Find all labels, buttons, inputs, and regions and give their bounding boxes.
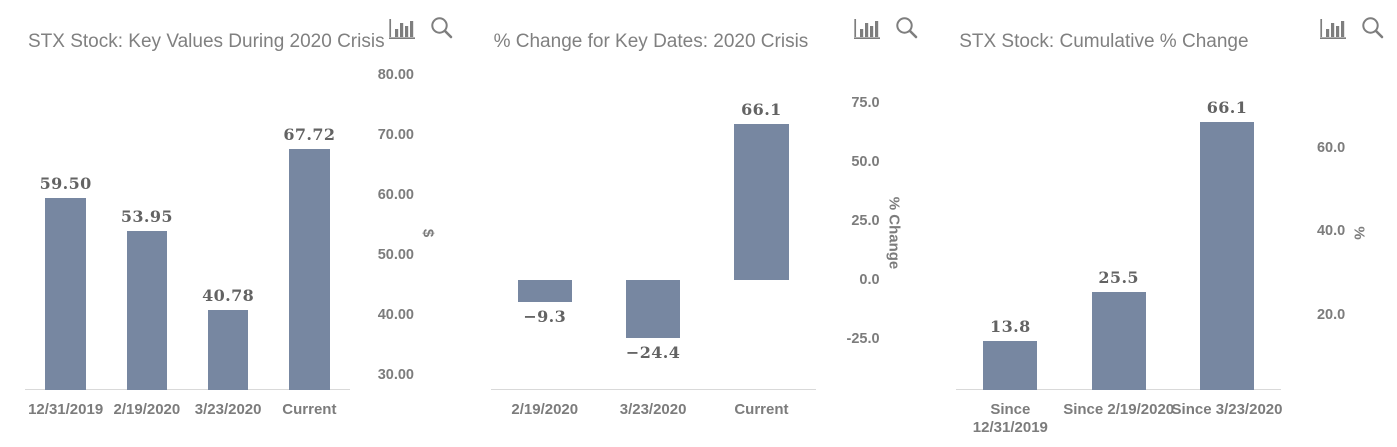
bar-value-label: −24.4 xyxy=(625,342,681,362)
bar xyxy=(983,340,1038,390)
bar-value-label: 25.5 xyxy=(1098,267,1139,287)
bar-chart-icon[interactable] xyxy=(1319,18,1346,40)
bar xyxy=(207,310,249,390)
x-axis-line xyxy=(25,389,350,390)
x-axis-label: Current xyxy=(734,401,789,418)
x-axis-label: 3/23/2020 xyxy=(194,401,262,418)
bar xyxy=(45,198,86,390)
y-axis-tick-label: 40.00 xyxy=(377,307,414,323)
y-axis-tick-label: 50.00 xyxy=(377,247,414,263)
chart-title: % Change for Key Dates: 2020 Crisis xyxy=(493,31,809,52)
y-axis-tick-label: 80.00 xyxy=(377,67,414,83)
chart-panel-cumulative: STX Stock: Cumulative % Change xyxy=(931,0,1397,447)
bar-value-label: 67.72 xyxy=(283,124,336,144)
zoom-icon[interactable] xyxy=(895,16,918,39)
y-axis-title: % xyxy=(1350,226,1368,240)
chart-toolbar xyxy=(854,16,918,40)
bar-value-label: 66.1 xyxy=(741,99,782,119)
x-axis-label: 2/19/2020 xyxy=(113,401,181,418)
bar-value-label: 59.50 xyxy=(39,174,92,193)
bar xyxy=(517,280,572,302)
zoom-icon[interactable] xyxy=(430,16,453,39)
bar-chart-icon[interactable] xyxy=(854,18,881,40)
x-axis-label: Current xyxy=(282,401,337,418)
x-axis-line xyxy=(490,389,816,390)
y-axis-tick-label: 25.0 xyxy=(851,212,880,229)
bar-value-label: 40.78 xyxy=(202,286,255,306)
y-axis-tick-label: -25.0 xyxy=(846,331,880,347)
x-axis-label: 3/23/2020 xyxy=(619,401,687,418)
bar-value-label: 66.1 xyxy=(1206,98,1248,118)
x-axis-label: Since 2/19/2020 xyxy=(1063,401,1175,418)
bar xyxy=(126,231,168,390)
bar xyxy=(626,280,681,338)
bar-value-label: −9.3 xyxy=(523,306,567,326)
bar xyxy=(289,148,330,390)
y-axis-tick-label: 20.0 xyxy=(1316,306,1346,323)
y-axis-title: % Change xyxy=(885,196,903,270)
y-axis-tick-label: 50.0 xyxy=(851,153,880,170)
y-axis-tick-label: 75.0 xyxy=(851,94,880,111)
chart-toolbar xyxy=(1319,16,1384,40)
y-axis-tick-label: 60.00 xyxy=(377,187,414,203)
bar xyxy=(1199,122,1255,390)
chart-title: STX Stock: Key Values During 2020 Crisis xyxy=(28,31,385,52)
x-axis-label: Since 3/23/2020 xyxy=(1171,401,1283,418)
y-axis-tick-label: 40.0 xyxy=(1316,223,1346,240)
x-axis-label: 12/31/2019 xyxy=(28,401,104,418)
zoom-icon[interactable] xyxy=(1361,16,1384,39)
x-axis-label: 2/19/2020 xyxy=(511,401,579,418)
bar xyxy=(1091,291,1146,390)
y-axis-title: $ xyxy=(419,228,437,238)
y-axis-tick-label: 60.0 xyxy=(1316,139,1346,156)
bar xyxy=(734,123,789,280)
chart-panel-key-values: STX Stock: Key Values During 2020 Crisis xyxy=(0,0,466,447)
chart-title: STX Stock: Cumulative % Change xyxy=(959,31,1249,52)
chart-toolbar xyxy=(388,16,453,40)
bar-value-label: 53.95 xyxy=(120,207,173,227)
y-axis-tick-label: 0.0 xyxy=(859,272,880,288)
bar-chart-icon[interactable] xyxy=(388,18,415,40)
chart-panel-pct-change: % Change for Key Dates: 2020 Crisis xyxy=(466,0,932,447)
y-axis-tick-label: 30.00 xyxy=(377,367,414,383)
bar-value-label: 13.8 xyxy=(990,316,1031,336)
y-axis-tick-label: 70.00 xyxy=(377,127,414,143)
x-axis-label: Since 12/31/2019 xyxy=(972,401,1048,436)
